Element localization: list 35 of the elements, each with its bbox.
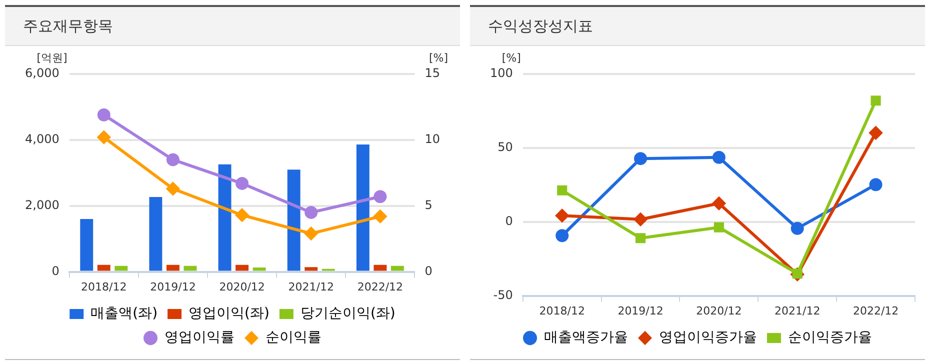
x-tick-label: 2022/12 (357, 280, 404, 294)
x-tick-label: 2019/12 (618, 304, 664, 318)
y2-tick-label: 10 (424, 132, 440, 146)
x-tick-label: 2021/12 (774, 304, 820, 318)
y-tick-label: 0 (52, 264, 60, 278)
y-tick-label: 6,000 (24, 66, 60, 80)
y-axis-title: [억원] (36, 51, 68, 64)
chart-title: 수익성장성지표 (470, 7, 925, 46)
legend-label: 영업이익증가율 (659, 330, 757, 346)
y2-tick-label: 5 (424, 198, 432, 212)
y-tick-label: 0 (505, 214, 513, 228)
legend-label: 순이익률 (266, 330, 322, 346)
y-tick-label: 2,000 (24, 198, 60, 212)
legend-label: 영업이익률 (164, 330, 234, 346)
y2-tick-label: 15 (424, 66, 440, 80)
y-tick-label: -50 (493, 288, 513, 302)
y-tick-label: 100 (490, 66, 513, 80)
x-tick-label: 2021/12 (288, 280, 334, 294)
x-tick-label: 2020/12 (219, 280, 265, 294)
chart-title: 주요재무항목 (5, 7, 460, 46)
legend-label: 매출액(좌) (90, 306, 158, 322)
x-tick-label: 2018/12 (81, 280, 127, 294)
legend-label: 당기순이익(좌) (300, 306, 396, 322)
y-tick-label: 4,000 (24, 132, 60, 146)
legend-label: 영업이익(좌) (188, 306, 270, 322)
x-tick-label: 2018/12 (539, 304, 585, 318)
y2-tick-label: 0 (424, 264, 432, 278)
legend-label: 순이익증가율 (788, 330, 872, 346)
y2-axis-title: [%] (428, 51, 448, 64)
x-tick-label: 2020/12 (696, 304, 742, 318)
x-tick-label: 2022/12 (852, 304, 899, 318)
y-axis-title: [%] (502, 51, 521, 64)
legend-label: 매출액증가율 (544, 330, 628, 346)
x-tick-label: 2019/12 (150, 280, 196, 294)
y-tick-label: 50 (498, 140, 513, 154)
